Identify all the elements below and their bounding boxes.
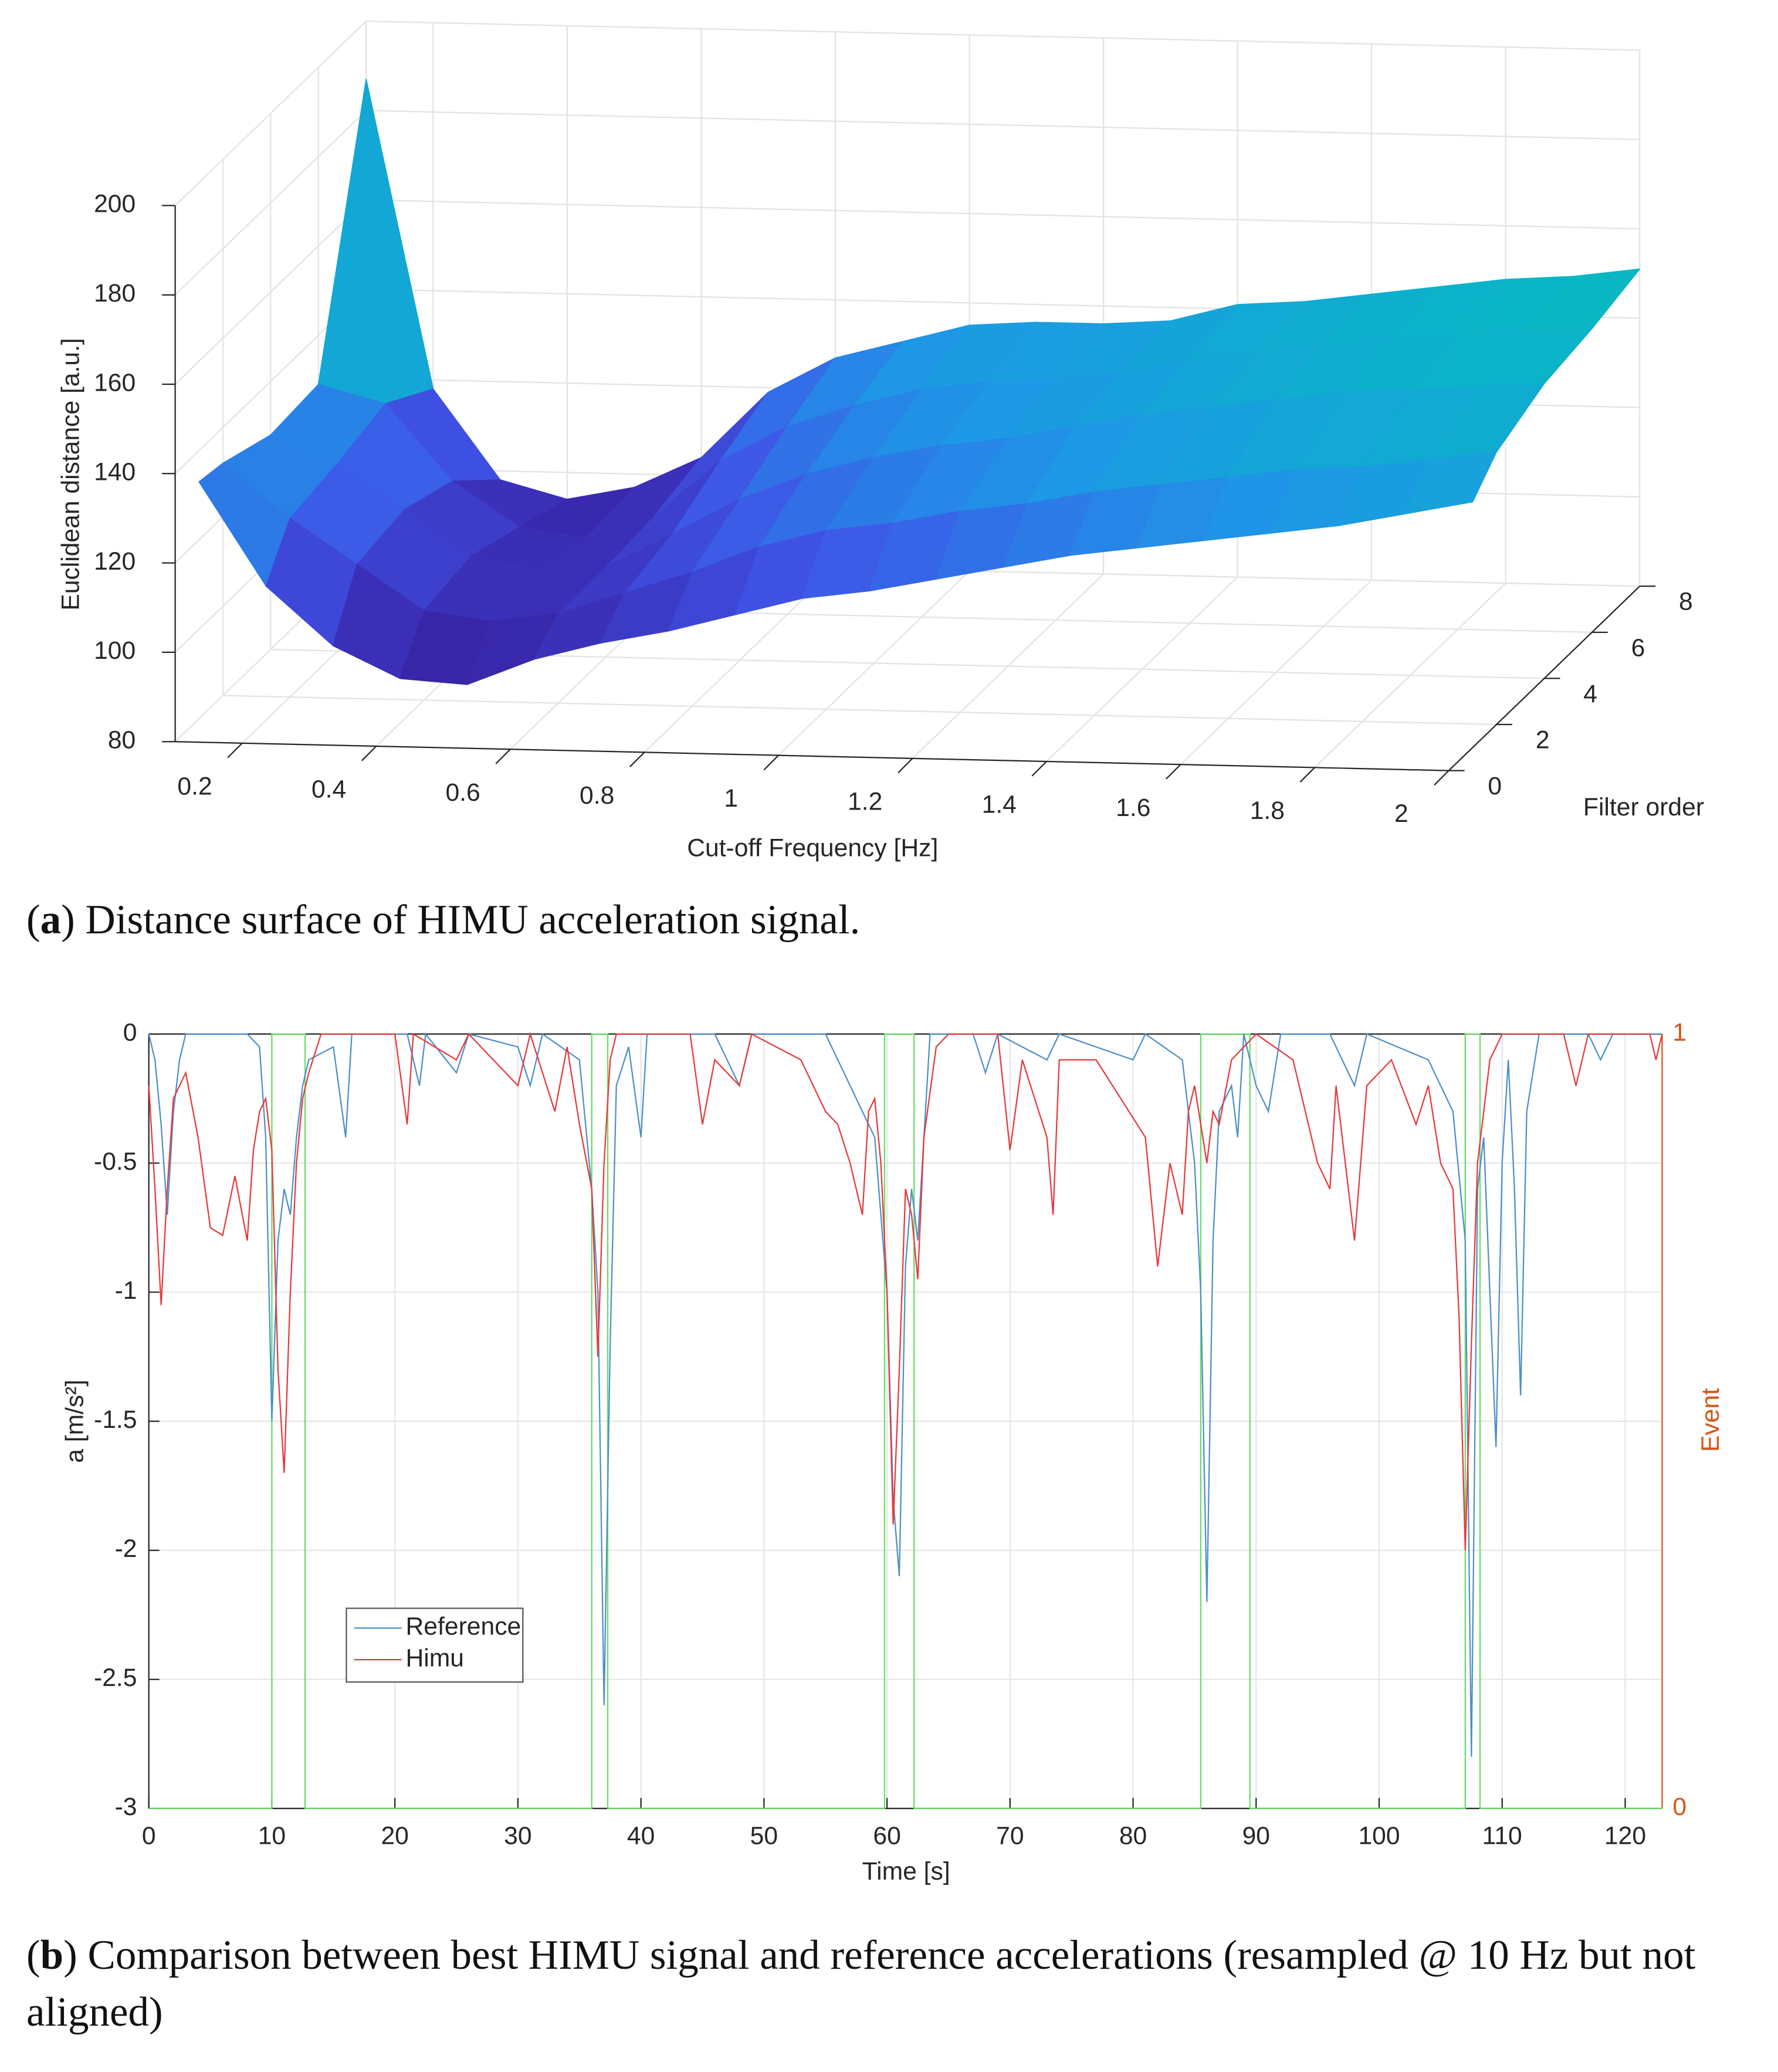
z-tick-label: 100 <box>94 637 136 665</box>
y2-tick-label: 0 <box>1672 1793 1686 1821</box>
tick-mark <box>1031 761 1047 777</box>
surface-patch <box>317 79 434 405</box>
grid-line <box>174 110 367 296</box>
x-tick-label: 20 <box>381 1822 408 1850</box>
y-tick-label: 6 <box>1631 634 1645 662</box>
y2-tick-label: 1 <box>1672 1018 1686 1047</box>
data-line <box>148 1031 1663 1550</box>
caption-run: ( <box>26 1932 40 1978</box>
z-tick-label: 180 <box>94 279 136 307</box>
tick-mark <box>361 746 377 761</box>
caption-run: b <box>40 1932 64 1978</box>
y-tick-label: -2 <box>115 1535 137 1563</box>
x-tick-label: 30 <box>504 1822 531 1850</box>
y-tick-label: -0.5 <box>94 1147 137 1176</box>
tick-mark <box>227 743 243 759</box>
grid-line <box>366 199 1640 230</box>
tick-mark <box>1299 767 1315 783</box>
y-tick-label: -2.5 <box>94 1664 137 1692</box>
x-axis-label: Time [s] <box>862 1857 950 1885</box>
legend-box <box>346 1607 524 1683</box>
tick-mark <box>1434 770 1450 786</box>
y-axis-label: a [m/s²] <box>60 1380 89 1463</box>
y-tick-label: 8 <box>1679 588 1693 616</box>
x-tick-label: 0 <box>142 1822 156 1850</box>
x-tick-label: 50 <box>750 1822 778 1850</box>
x-tick-label: 0.2 <box>177 772 212 800</box>
y-tick-label: 0 <box>1488 772 1502 800</box>
caption: (a) Distance surface of HIMU acceleratio… <box>26 892 1763 949</box>
y-tick-label: -3 <box>115 1793 137 1821</box>
y-tick-label: -1.5 <box>94 1406 137 1434</box>
x-tick-label: 40 <box>627 1822 655 1850</box>
axis-line <box>175 741 1449 771</box>
x-tick-label: 100 <box>1358 1822 1400 1850</box>
grid-line <box>222 695 1497 726</box>
caption-run: a <box>40 897 62 943</box>
tick-mark <box>1166 764 1181 780</box>
grid-line <box>366 110 1640 140</box>
x-tick-label: 1 <box>724 784 738 812</box>
z-tick-label: 140 <box>94 458 136 486</box>
z-axis-label: Euclidean distance [a.u.] <box>57 338 85 611</box>
grid-line <box>174 199 367 385</box>
y-tick-label: 2 <box>1536 726 1550 754</box>
grid-line <box>366 20 1640 51</box>
x-tick-label: 90 <box>1242 1822 1270 1850</box>
x-tick-label: 1.8 <box>1250 797 1285 825</box>
y-tick-label: 0 <box>123 1018 137 1047</box>
y2-axis-label: Event <box>1696 1388 1725 1452</box>
x-tick-label: 2 <box>1394 800 1408 828</box>
z-tick-label: 200 <box>94 190 136 218</box>
z-tick-label: 160 <box>94 368 136 397</box>
caption-run: ) Comparison between best HIMU signal an… <box>26 1932 1696 2035</box>
legend-label: Himu <box>406 1644 465 1672</box>
caption: (b) Comparison between best HIMU signal … <box>26 1927 1763 2041</box>
x-tick-label: 120 <box>1604 1822 1646 1850</box>
x-tick-label: 80 <box>1119 1822 1147 1850</box>
y-tick-label: -1 <box>115 1277 137 1305</box>
x-tick-label: 0.8 <box>580 781 614 810</box>
caption-run: ) Distance surface of HIMU acceleration … <box>61 897 861 943</box>
surface-patch <box>1405 451 1497 514</box>
x-tick-label: 0.6 <box>445 778 480 807</box>
x-axis-label: Cut-off Frequency [Hz] <box>687 834 938 862</box>
grid-line <box>174 21 367 206</box>
x-tick-label: 1.6 <box>1116 794 1150 822</box>
x-tick-label: 10 <box>258 1822 286 1850</box>
caption-run: ( <box>26 897 40 943</box>
tick-mark <box>495 749 511 764</box>
data-line <box>148 1032 1662 1757</box>
z-tick-label: 120 <box>94 547 136 575</box>
event-line <box>148 1033 1662 1809</box>
x-tick-label: 70 <box>996 1822 1024 1850</box>
x-tick-label: 1.2 <box>848 787 882 815</box>
y-tick-label: 4 <box>1583 680 1597 708</box>
x-tick-label: 110 <box>1482 1822 1522 1850</box>
z-tick-label: 80 <box>108 726 136 754</box>
y-axis-label: Filter order <box>1583 793 1704 821</box>
tick-mark <box>629 751 645 767</box>
x-tick-label: 60 <box>873 1822 900 1850</box>
x-tick-label: 0.4 <box>311 776 346 804</box>
tick-mark <box>763 754 779 771</box>
tick-mark <box>898 758 913 774</box>
legend-label: Reference <box>406 1612 521 1640</box>
x-tick-label: 1.4 <box>982 791 1017 819</box>
